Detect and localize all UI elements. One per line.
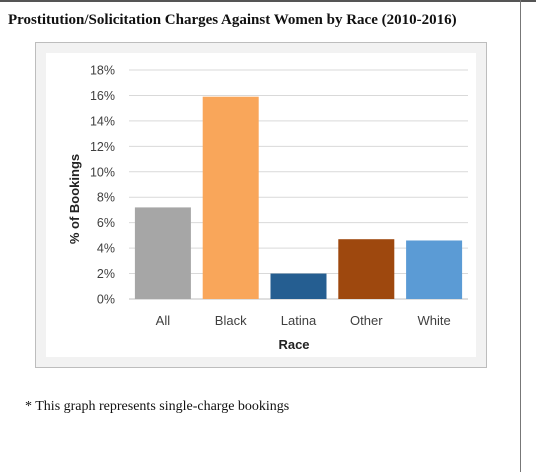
x-axis-label: Race: [278, 337, 309, 352]
x-tick-label-all: All: [156, 313, 171, 328]
chart-frame: 0% 2% 4% 6% 8% 10% 12% 14% 16% 18% All Black Latina…: [35, 42, 487, 368]
x-tick-labels: All Black Latina Other White: [156, 313, 451, 328]
y-tick-label: 8%: [97, 191, 115, 205]
x-tick-label-latina: Latina: [281, 313, 317, 328]
bar-black: [202, 96, 259, 299]
y-tick-label: 18%: [90, 64, 115, 78]
y-tick-label: 16%: [90, 89, 115, 103]
y-tick-labels: 0% 2% 4% 6% 8% 10% 12% 14% 16% 18%: [90, 64, 115, 307]
plot-area: 0% 2% 4% 6% 8% 10% 12% 14% 16% 18% All Black Latina…: [46, 53, 476, 357]
bar-all: [134, 207, 191, 299]
page-edge-rule: [520, 0, 521, 472]
x-tick-label-other: Other: [350, 313, 383, 328]
bar-white: [406, 240, 463, 299]
y-tick-label: 4%: [97, 242, 115, 256]
x-tick-label-black: Black: [215, 313, 247, 328]
bars: [134, 96, 463, 299]
bar-chart: 0% 2% 4% 6% 8% 10% 12% 14% 16% 18% All Black Latina…: [67, 64, 468, 352]
x-tick-label-white: White: [417, 313, 450, 328]
chart-title: Prostitution/Solicitation Charges Agains…: [8, 12, 457, 28]
y-tick-label: 0%: [97, 293, 115, 307]
top-rule: [0, 0, 536, 2]
y-tick-label: 12%: [90, 140, 115, 154]
y-tick-label: 10%: [90, 165, 115, 179]
bar-latina: [270, 273, 327, 299]
y-tick-label: 6%: [97, 216, 115, 230]
footnote: * This graph represents single-charge bo…: [25, 399, 290, 414]
y-tick-label: 14%: [90, 114, 115, 128]
y-tick-label: 2%: [97, 267, 115, 281]
bar-other: [338, 239, 395, 299]
y-axis-label: % of Bookings: [67, 154, 82, 244]
